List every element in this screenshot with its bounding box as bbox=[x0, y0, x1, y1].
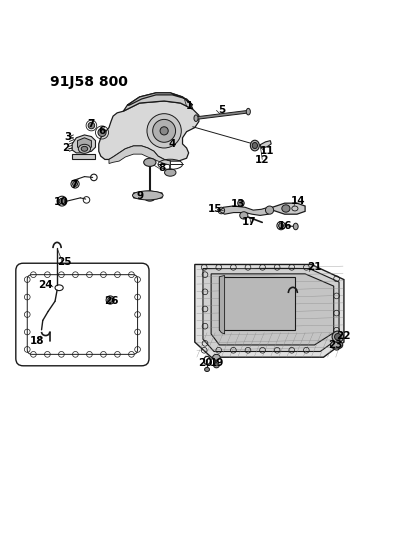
Text: 1: 1 bbox=[185, 101, 193, 111]
Text: 18: 18 bbox=[29, 336, 44, 346]
Ellipse shape bbox=[164, 169, 175, 176]
Text: 9: 9 bbox=[136, 191, 143, 201]
Polygon shape bbox=[260, 141, 270, 148]
Text: 91J58 800: 91J58 800 bbox=[49, 75, 127, 89]
Polygon shape bbox=[133, 191, 162, 200]
Ellipse shape bbox=[213, 363, 219, 368]
Text: 20: 20 bbox=[198, 358, 213, 368]
Polygon shape bbox=[202, 269, 338, 351]
Text: 11: 11 bbox=[259, 146, 274, 156]
Ellipse shape bbox=[212, 354, 220, 360]
Text: 2: 2 bbox=[61, 143, 69, 153]
Text: 24: 24 bbox=[38, 280, 53, 290]
Text: 12: 12 bbox=[254, 155, 269, 165]
Polygon shape bbox=[219, 206, 270, 215]
Polygon shape bbox=[194, 264, 343, 357]
Circle shape bbox=[334, 334, 340, 340]
Ellipse shape bbox=[281, 205, 289, 212]
Polygon shape bbox=[211, 274, 333, 345]
Polygon shape bbox=[272, 203, 304, 214]
Text: 7: 7 bbox=[87, 119, 94, 130]
Circle shape bbox=[237, 200, 244, 206]
Polygon shape bbox=[123, 93, 192, 111]
Ellipse shape bbox=[250, 140, 259, 151]
Text: 7: 7 bbox=[70, 180, 78, 190]
Text: 10: 10 bbox=[54, 197, 68, 207]
Ellipse shape bbox=[330, 341, 342, 349]
Text: 14: 14 bbox=[290, 196, 305, 206]
Text: 21: 21 bbox=[306, 262, 321, 272]
Ellipse shape bbox=[78, 144, 90, 154]
Polygon shape bbox=[109, 146, 170, 165]
Polygon shape bbox=[72, 154, 95, 159]
Ellipse shape bbox=[144, 193, 155, 201]
Ellipse shape bbox=[204, 367, 209, 372]
Circle shape bbox=[160, 127, 168, 135]
Text: 6: 6 bbox=[98, 126, 106, 136]
Ellipse shape bbox=[239, 212, 247, 219]
Ellipse shape bbox=[144, 158, 155, 166]
Ellipse shape bbox=[292, 223, 297, 230]
Text: 5: 5 bbox=[217, 106, 225, 116]
Circle shape bbox=[108, 297, 112, 302]
Text: 23: 23 bbox=[328, 340, 342, 350]
Text: 13: 13 bbox=[230, 199, 244, 209]
Circle shape bbox=[152, 119, 175, 142]
Circle shape bbox=[146, 114, 181, 148]
Ellipse shape bbox=[193, 115, 198, 122]
Circle shape bbox=[278, 223, 283, 228]
Circle shape bbox=[88, 122, 94, 129]
Text: 22: 22 bbox=[335, 331, 350, 341]
Ellipse shape bbox=[246, 108, 250, 115]
Circle shape bbox=[59, 198, 65, 204]
Polygon shape bbox=[99, 101, 198, 161]
Text: 25: 25 bbox=[56, 257, 71, 268]
Ellipse shape bbox=[252, 142, 257, 149]
Circle shape bbox=[98, 128, 106, 136]
Ellipse shape bbox=[81, 147, 88, 151]
Text: 8: 8 bbox=[158, 164, 165, 173]
Text: 15: 15 bbox=[207, 204, 222, 214]
Text: 4: 4 bbox=[168, 139, 175, 149]
Polygon shape bbox=[72, 135, 95, 153]
Polygon shape bbox=[127, 93, 192, 105]
Circle shape bbox=[72, 182, 77, 187]
Ellipse shape bbox=[132, 191, 163, 200]
Circle shape bbox=[331, 331, 343, 343]
Text: 16: 16 bbox=[277, 221, 291, 231]
Polygon shape bbox=[219, 277, 294, 330]
Text: 26: 26 bbox=[103, 296, 118, 306]
Polygon shape bbox=[77, 138, 91, 150]
Circle shape bbox=[265, 206, 273, 214]
Text: 19: 19 bbox=[209, 358, 224, 368]
Polygon shape bbox=[195, 110, 249, 119]
Text: 3: 3 bbox=[64, 132, 72, 142]
Text: 17: 17 bbox=[241, 217, 256, 228]
Polygon shape bbox=[219, 276, 224, 334]
